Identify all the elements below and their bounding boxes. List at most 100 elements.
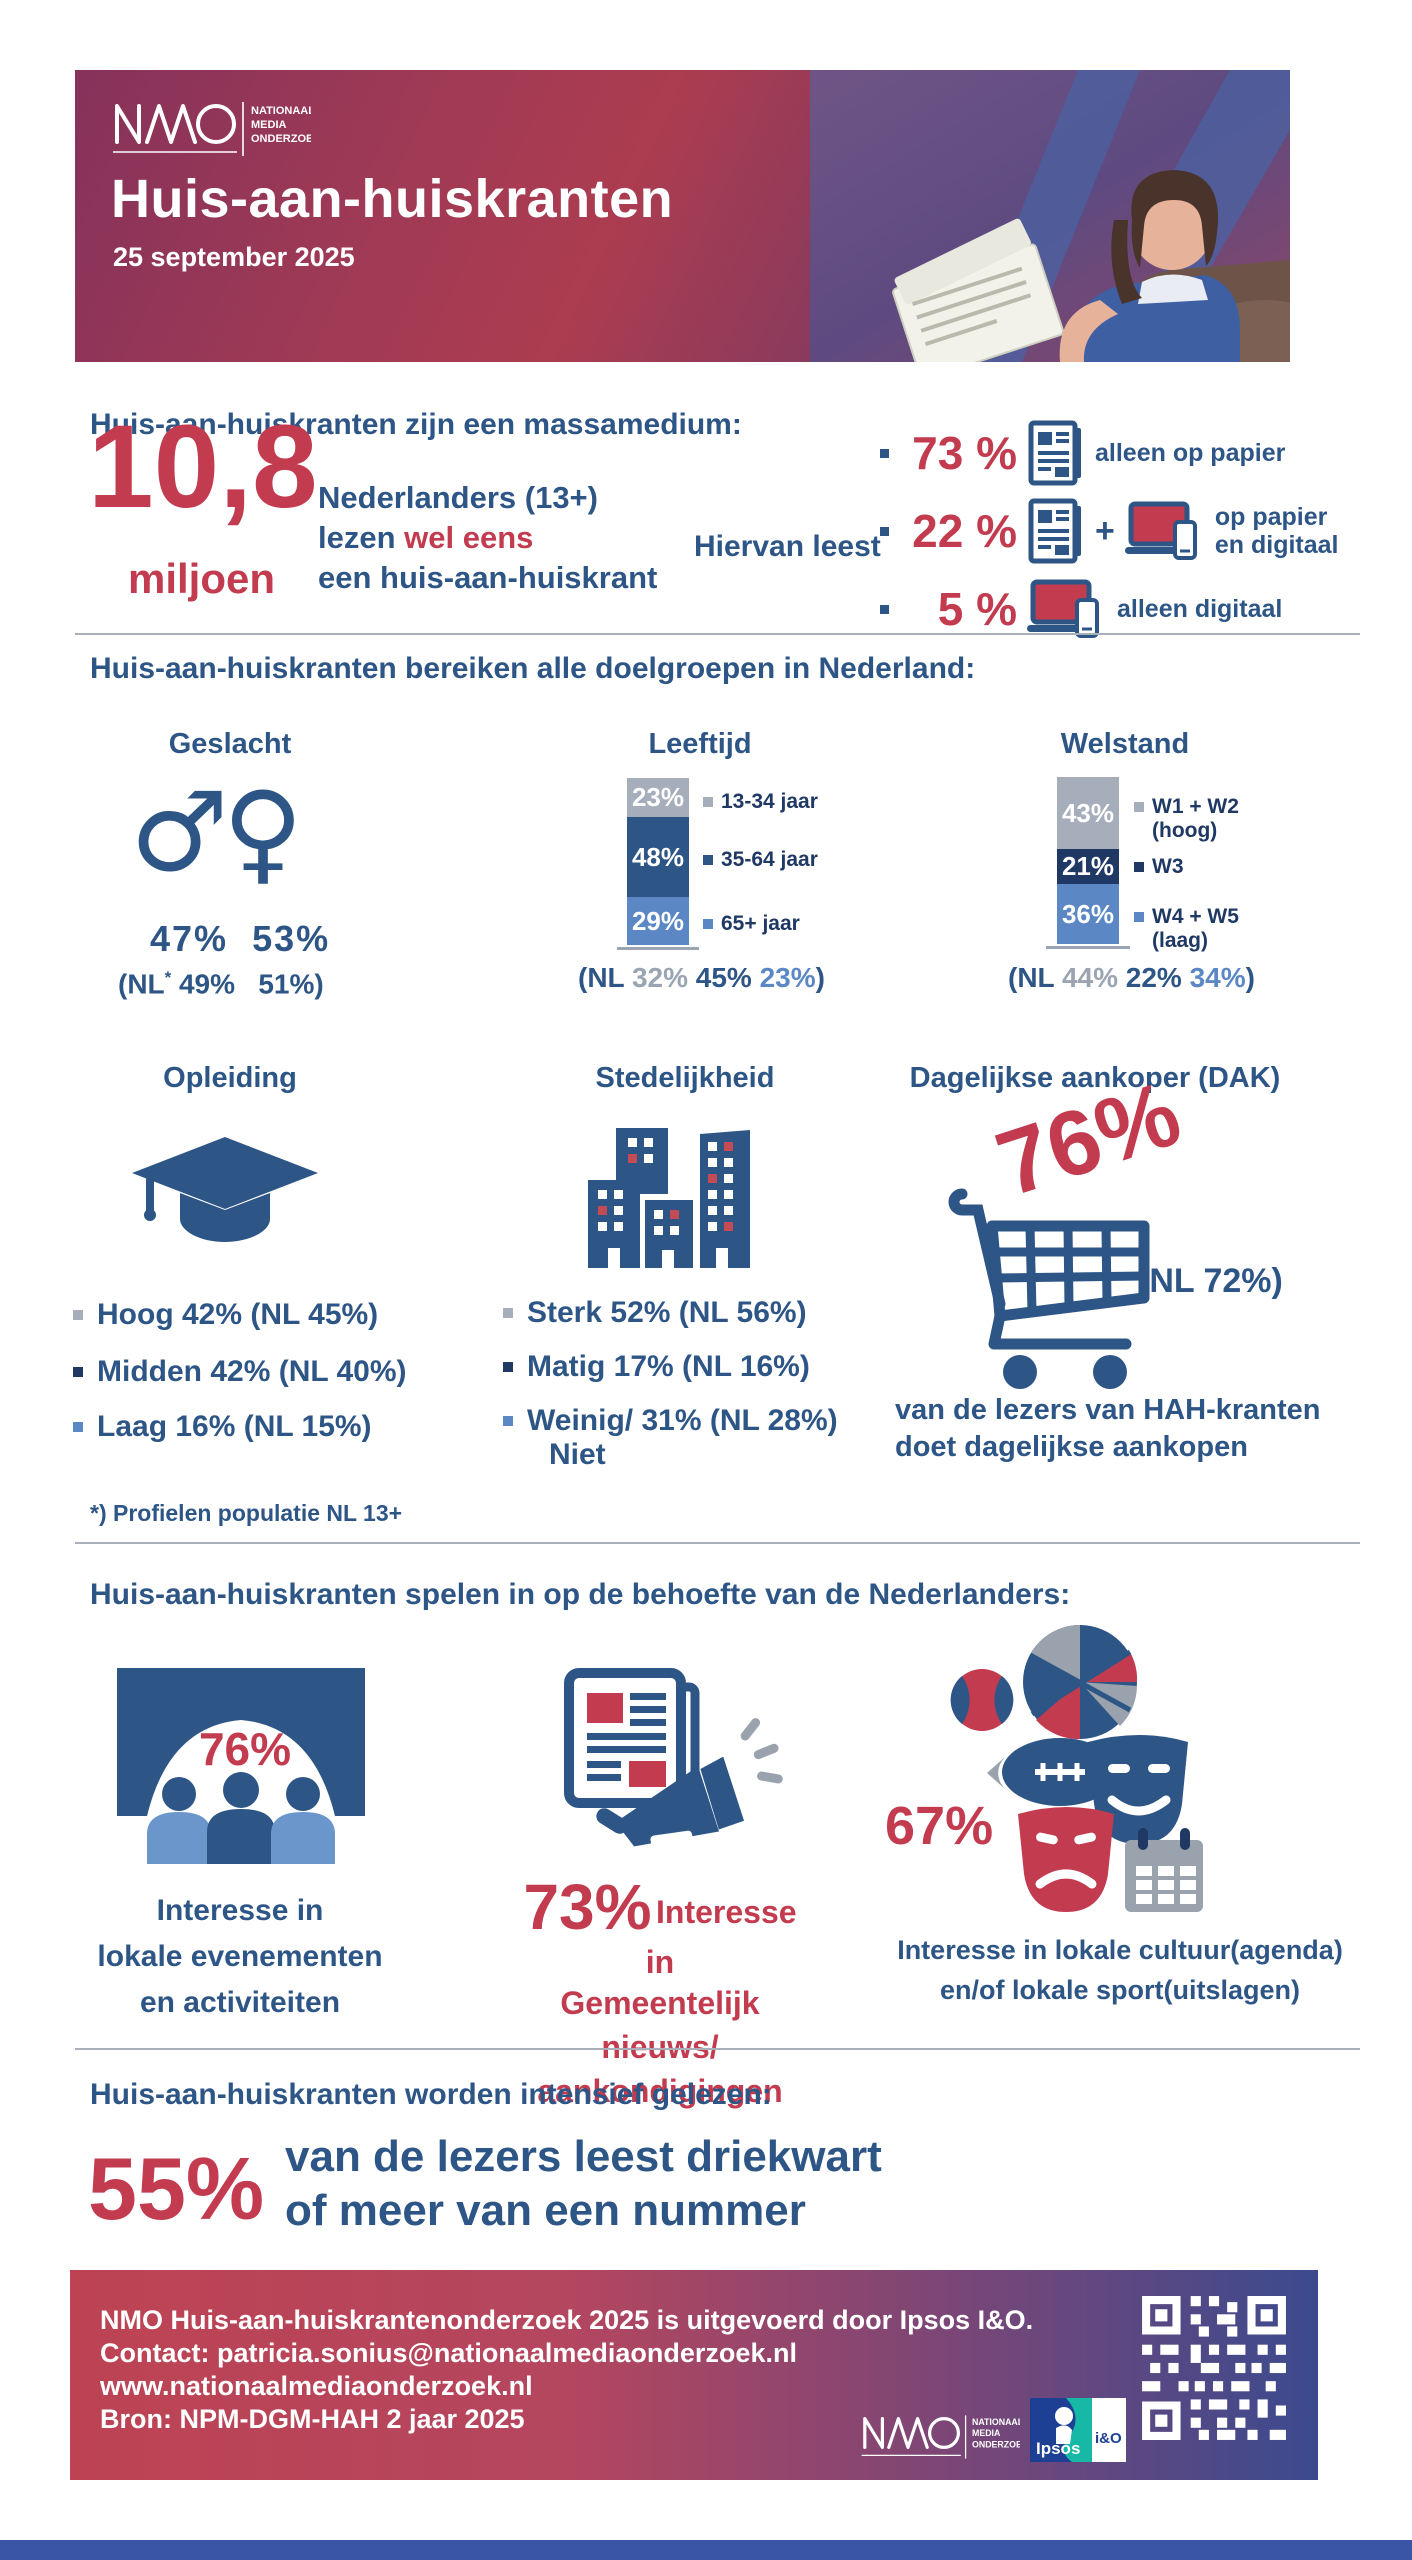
opleiding-item-midden: Midden 42% (NL 40%) [73, 1355, 407, 1389]
stedelijkheid-item-matig: Matig 17% (NL 16%) [503, 1350, 810, 1384]
legend-label: W1 + W2 (hoog) [1152, 795, 1239, 843]
welstand-legend-1: W1 + W2 (hoog) [1134, 795, 1239, 843]
bullet-square [503, 1308, 513, 1318]
nl-values: 49% 51%) [171, 968, 324, 1000]
reach-line2: lezen wel eens [318, 518, 657, 558]
reader-pct: 73 % [912, 427, 1017, 479]
nmo-logo-sub1: NATIONAAL [251, 105, 311, 117]
geslacht-nl-row: (NL* 49% 51%) [118, 968, 324, 1000]
nl-prefix: (NL [578, 962, 625, 993]
welstand-stacked-bar: 43% 21% 36% [1057, 777, 1119, 944]
city-buildings-icon [588, 1128, 750, 1268]
reach-line2-pre: lezen [318, 520, 405, 555]
sports-culture-icons [950, 1625, 1203, 1912]
nl-v3: 23% [759, 962, 816, 993]
devices-icon [1027, 579, 1099, 638]
newspaper-icon [1028, 498, 1081, 564]
bullet-square [880, 526, 889, 536]
hiervan-label: Hiervan leest [694, 530, 881, 563]
stedelijkheid-item-label: Weinig/ 31% (NL 28%) Niet [527, 1404, 838, 1472]
header-photo-woman-reading-newspaper [810, 70, 1290, 362]
reader-label-line1: op papier [1214, 503, 1328, 531]
legend-swatch [1134, 862, 1144, 872]
calendar-icon [1125, 1828, 1203, 1912]
geslacht-values: 47% 53% [150, 918, 330, 960]
stedelijkheid-item-label: Sterk 52% (NL 56%) [527, 1296, 807, 1329]
nl-prefix: (NL [1008, 962, 1055, 993]
legend-label: W4 + W5 (laag) [1152, 905, 1239, 953]
nmo-logo-sub2: MEDIA [972, 2428, 1001, 2438]
nl-v2: 22% [1125, 962, 1182, 993]
reader-label: alleen digitaal [1117, 595, 1283, 623]
legend-label: 65+ jaar [721, 912, 800, 935]
behoefte2-caption: 73% Interesse in Gemeentelijk nieuws/ aa… [505, 1870, 815, 2113]
footer-banner: NMO Huis-aan-huiskrantenonderzoek 2025 i… [70, 2270, 1318, 2480]
reader-label: op papier en digitaal [1215, 503, 1339, 559]
reader-pct: 22 % [912, 505, 1017, 557]
welstand-nl-row: (NL 44% 22% 34%) [1008, 962, 1255, 994]
footnote: *) Profielen populatie NL 13+ [90, 1500, 403, 1526]
bullet-square [503, 1416, 513, 1426]
female-pct: 53% [252, 918, 331, 959]
legend-swatch [703, 797, 713, 807]
leeftijd-baseline [617, 947, 699, 950]
leeftijd-nl-row: (NL 32% 45% 23%) [578, 962, 825, 994]
graduation-cap-icon [132, 1137, 318, 1242]
nl-v1: 32% [631, 962, 688, 993]
bullet-square [503, 1362, 513, 1372]
intensief-pct: 55% [88, 2139, 265, 2238]
behoefte3-caption: Interesse in lokale cultuur(agenda) en/o… [895, 1930, 1345, 2010]
footer-text: NMO Huis-aan-huiskrantenonderzoek 2025 i… [100, 2304, 1033, 2436]
legend-label: 35-64 jaar [721, 848, 818, 871]
ipsos-label: Ipsos [1036, 2439, 1080, 2458]
dak-nl: (NL 72%) [1138, 1262, 1283, 1300]
opleiding-item-hoog: Hoog 42% (NL 45%) [73, 1298, 378, 1332]
stedelijkheid-item-line1: Weinig/ 31% (NL 28%) [527, 1404, 838, 1437]
legend-label-line1: W1 + W2 [1152, 795, 1239, 818]
bullet-square [880, 604, 889, 614]
divider [75, 633, 1360, 635]
behoefte1-cap-line1: Interesse in [156, 1894, 324, 1927]
stedelijkheid-item-weinig-niet: Weinig/ 31% (NL 28%) Niet [503, 1404, 838, 1472]
reader-row-paper: 73 % alleen op papier [880, 420, 1285, 486]
legend-swatch [703, 855, 713, 865]
basketball-icon [1023, 1625, 1138, 1740]
nmo-logo-sub3: ONDERZOEK [972, 2439, 1020, 2449]
legend-swatch [1134, 802, 1144, 812]
sad-mask-icon [1018, 1807, 1114, 1912]
dak-title: Dagelijkse aankoper (DAK) [909, 1062, 1281, 1094]
nl-suffix: ) [1245, 962, 1255, 993]
io-label: i&O [1095, 2430, 1122, 2447]
welstand-segment-w4w5: 36% [1057, 884, 1119, 944]
behoefte1-caption: Interesse in lokale evenementen en activ… [75, 1888, 405, 2026]
bullet-square [73, 1422, 83, 1432]
behoefte1-pct: 76% [198, 1723, 292, 1775]
divider [75, 1542, 1360, 1544]
page-title: Huis-aan-huiskranten [111, 169, 674, 229]
reach-line1: Nederlanders (13+) [318, 480, 598, 515]
bottom-bar [0, 2540, 1412, 2560]
section1-heading: Huis-aan-huiskranten zijn een massamediu… [90, 408, 742, 441]
reader-row-digital: 5 % alleen digitaal [880, 578, 1282, 640]
plus-icon: + [1095, 511, 1115, 550]
section4-heading: Huis-aan-huiskranten worden intensief ge… [90, 2078, 772, 2111]
nl-v2: 45% [695, 962, 752, 993]
leeftijd-legend-1: 13-34 jaar [703, 790, 818, 814]
nmo-logo-sub1: NATIONAAL [972, 2417, 1020, 2427]
legend-label: W3 [1152, 855, 1184, 878]
nl-v1: 44% [1061, 962, 1118, 993]
nmo-logo: NATIONAAL MEDIA ONDERZOEK [113, 102, 311, 156]
nl-prefix: (NL [118, 968, 165, 1000]
reach-number: 10,8 [88, 401, 318, 533]
legend-swatch [1134, 912, 1144, 922]
bullet-square [73, 1367, 83, 1377]
stedelijkheid-item-line2: Niet [549, 1438, 606, 1471]
behoefte2-cap-line1: Interesse in [645, 1894, 797, 1980]
reader-label-line2: en digitaal [1214, 531, 1339, 559]
legend-label-line1: W4 + W5 [1152, 905, 1239, 928]
legend-swatch [703, 919, 713, 929]
nl-suffix: ) [815, 962, 825, 993]
behoefte3-pct: 67% [885, 1796, 994, 1856]
leeftijd-title: Leeftijd [648, 728, 752, 760]
